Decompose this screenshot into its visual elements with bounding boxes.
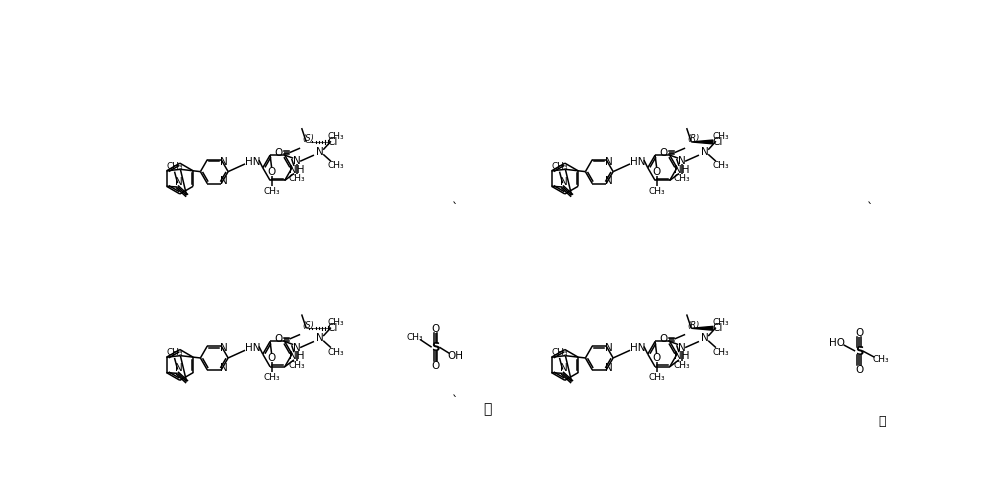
- Text: HN: HN: [630, 157, 646, 167]
- Text: OH: OH: [448, 352, 464, 361]
- Text: HN: HN: [245, 343, 261, 353]
- Text: CH₃: CH₃: [327, 318, 344, 327]
- Text: N: N: [605, 363, 612, 373]
- Text: Cl: Cl: [712, 137, 723, 147]
- Text: N: N: [220, 176, 227, 187]
- Text: CH₃: CH₃: [263, 187, 280, 196]
- Text: (R): (R): [687, 134, 700, 143]
- Text: NH: NH: [289, 351, 305, 361]
- Text: CH₃: CH₃: [166, 348, 183, 357]
- Text: N: N: [175, 363, 182, 373]
- Text: N: N: [293, 343, 301, 353]
- Text: CH₃: CH₃: [263, 373, 280, 382]
- Text: N: N: [220, 343, 227, 353]
- Text: O: O: [659, 148, 668, 158]
- Text: O: O: [431, 361, 440, 371]
- Text: `: `: [452, 394, 458, 408]
- Text: CH₃: CH₃: [327, 161, 344, 170]
- Text: CH₃: CH₃: [406, 333, 423, 342]
- Text: CH₃: CH₃: [872, 355, 889, 364]
- Text: O: O: [431, 324, 440, 334]
- Text: `: `: [867, 202, 874, 215]
- Text: CH₃: CH₃: [712, 132, 729, 141]
- Text: `: `: [452, 202, 458, 215]
- Text: NH: NH: [674, 351, 690, 361]
- Text: N: N: [605, 157, 612, 167]
- Text: O: O: [653, 167, 661, 177]
- Text: N: N: [316, 147, 324, 157]
- Text: Cl: Cl: [712, 323, 723, 333]
- Text: HN: HN: [245, 157, 261, 167]
- Text: CH₃: CH₃: [166, 162, 183, 171]
- Text: N: N: [175, 177, 182, 187]
- Text: CH₃: CH₃: [551, 162, 568, 171]
- Text: (S): (S): [303, 321, 315, 330]
- Text: (R): (R): [687, 321, 700, 330]
- Text: O: O: [268, 354, 276, 363]
- Text: N: N: [560, 363, 567, 373]
- Text: O: O: [855, 365, 863, 375]
- Text: CH₃: CH₃: [327, 132, 344, 141]
- Text: N: N: [701, 147, 709, 157]
- Text: O: O: [274, 148, 283, 158]
- Text: NH: NH: [674, 165, 690, 175]
- Text: O: O: [659, 334, 668, 344]
- Text: HO: HO: [829, 337, 845, 348]
- Text: N: N: [605, 176, 612, 187]
- Text: O: O: [274, 334, 283, 344]
- Text: S: S: [431, 341, 440, 354]
- Text: N: N: [220, 363, 227, 373]
- Text: O: O: [855, 328, 863, 337]
- Text: Cl: Cl: [327, 323, 338, 333]
- Text: O: O: [268, 167, 276, 177]
- Text: N: N: [605, 343, 612, 353]
- Text: CH₃: CH₃: [712, 318, 729, 327]
- Text: N: N: [293, 156, 301, 166]
- Text: NH: NH: [289, 165, 305, 175]
- Text: CH₃: CH₃: [648, 187, 665, 196]
- Text: N: N: [220, 157, 227, 167]
- Text: N: N: [701, 334, 709, 343]
- Text: S: S: [855, 344, 863, 357]
- Text: CH₃: CH₃: [674, 361, 690, 370]
- Text: CH₃: CH₃: [712, 161, 729, 170]
- Polygon shape: [691, 326, 713, 330]
- Text: CH₃: CH₃: [289, 174, 305, 184]
- Text: O: O: [653, 354, 661, 363]
- Polygon shape: [691, 140, 713, 144]
- Text: (S): (S): [303, 134, 315, 143]
- Text: N: N: [560, 177, 567, 187]
- Text: N: N: [316, 334, 324, 343]
- Text: CH₃: CH₃: [289, 361, 305, 370]
- Text: CH₃: CH₃: [327, 348, 344, 357]
- Text: CH₃: CH₃: [674, 174, 690, 184]
- Text: Cl: Cl: [327, 137, 338, 147]
- Text: CH₃: CH₃: [648, 373, 665, 382]
- Text: 和: 和: [484, 402, 492, 416]
- Text: HN: HN: [630, 343, 646, 353]
- Text: N: N: [678, 343, 686, 353]
- Text: CH₃: CH₃: [551, 348, 568, 357]
- Text: 。: 。: [878, 415, 886, 429]
- Text: N: N: [678, 156, 686, 166]
- Text: CH₃: CH₃: [712, 348, 729, 357]
